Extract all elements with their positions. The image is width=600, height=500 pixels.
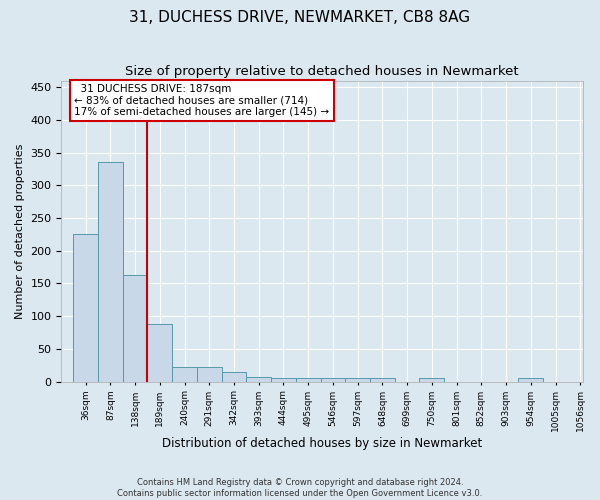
Bar	[221, 372, 247, 382]
Bar	[197, 368, 221, 382]
Text: Contains HM Land Registry data © Crown copyright and database right 2024.
Contai: Contains HM Land Registry data © Crown c…	[118, 478, 482, 498]
Bar	[419, 378, 444, 382]
Bar	[172, 368, 197, 382]
Bar	[346, 378, 370, 382]
Bar	[73, 234, 98, 382]
Bar	[320, 378, 346, 382]
Bar	[271, 378, 296, 382]
Bar	[98, 162, 123, 382]
Bar	[123, 275, 148, 382]
X-axis label: Distribution of detached houses by size in Newmarket: Distribution of detached houses by size …	[162, 437, 482, 450]
Bar	[296, 378, 320, 382]
Bar	[148, 324, 172, 382]
Y-axis label: Number of detached properties: Number of detached properties	[15, 144, 25, 319]
Title: Size of property relative to detached houses in Newmarket: Size of property relative to detached ho…	[125, 65, 519, 78]
Text: 31 DUCHESS DRIVE: 187sqm
← 83% of detached houses are smaller (714)
17% of semi-: 31 DUCHESS DRIVE: 187sqm ← 83% of detach…	[74, 84, 329, 117]
Bar	[370, 378, 395, 382]
Bar	[518, 378, 543, 382]
Bar	[247, 377, 271, 382]
Text: 31, DUCHESS DRIVE, NEWMARKET, CB8 8AG: 31, DUCHESS DRIVE, NEWMARKET, CB8 8AG	[130, 10, 470, 25]
